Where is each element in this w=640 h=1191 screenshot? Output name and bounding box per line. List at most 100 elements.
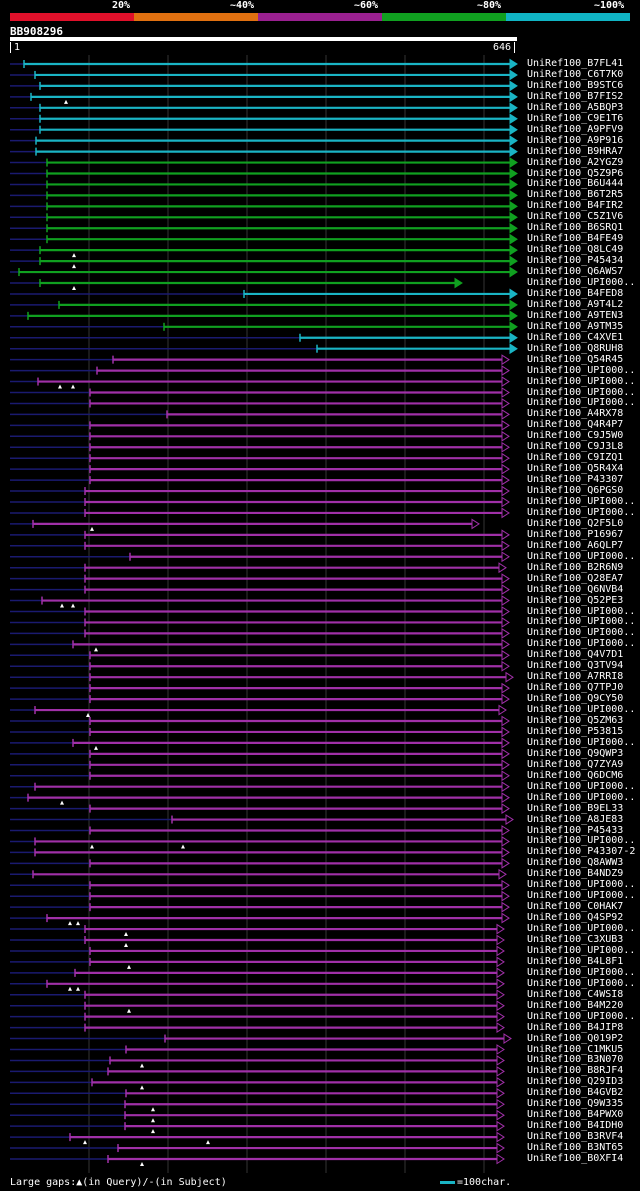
- hit-label[interactable]: UniRef100_B2R6N9: [527, 561, 624, 573]
- hit-label[interactable]: UniRef100_UPI000..: [527, 923, 636, 935]
- hit-label[interactable]: UniRef100_A7RRI8: [527, 671, 624, 683]
- hit-label[interactable]: UniRef100_P16967: [527, 528, 624, 540]
- hit-label[interactable]: UniRef100_B0XFI4: [527, 1153, 624, 1164]
- hit-label[interactable]: UniRef100_UPI000..: [527, 944, 636, 956]
- hit-label[interactable]: UniRef100_C0HAK7: [527, 901, 624, 913]
- hit-label[interactable]: UniRef100_B6SRQ1: [527, 222, 624, 234]
- hit-label[interactable]: UniRef100_C9IZQ1: [527, 452, 624, 464]
- hit-label[interactable]: UniRef100_C1MKU5: [527, 1043, 624, 1055]
- hit-label[interactable]: UniRef100_Q6PGS0: [527, 485, 624, 497]
- hit-label[interactable]: UniRef100_A9TM35: [527, 320, 624, 332]
- hit-label[interactable]: UniRef100_B4FIR2: [527, 200, 624, 212]
- hit-label[interactable]: UniRef100_P45434: [527, 255, 624, 267]
- hit-label[interactable]: UniRef100_UPI000..: [527, 977, 636, 989]
- hit-label[interactable]: UniRef100_B3RVF4: [527, 1131, 624, 1143]
- hit-label[interactable]: UniRef100_Q29ID3: [527, 1076, 624, 1088]
- hit-label[interactable]: UniRef100_P45433: [527, 824, 624, 836]
- hit-label[interactable]: UniRef100_UPI000..: [527, 791, 636, 803]
- hit-label[interactable]: UniRef100_B9EL33: [527, 802, 624, 814]
- hit-label[interactable]: UniRef100_B6U444: [527, 178, 624, 190]
- hit-label[interactable]: UniRef100_A5BQP3: [527, 101, 624, 113]
- hit-label[interactable]: UniRef100_B4IDH0: [527, 1120, 624, 1132]
- hit-label[interactable]: UniRef100_Q8RUH8: [527, 342, 624, 354]
- hit-label[interactable]: UniRef100_UPI000..: [527, 616, 636, 628]
- hit-label[interactable]: UniRef100_B6T2R5: [527, 189, 624, 201]
- hit-label[interactable]: UniRef100_B4M220: [527, 999, 624, 1011]
- hit-label[interactable]: UniRef100_C4XVE1: [527, 331, 624, 343]
- hit-label[interactable]: UniRef100_P43307: [527, 474, 624, 486]
- hit-label[interactable]: UniRef100_C5Z1V6: [527, 211, 624, 223]
- hit-label[interactable]: UniRef100_Q52PE3: [527, 594, 624, 606]
- hit-label[interactable]: UniRef100_UPI000..: [527, 966, 636, 978]
- hit-label[interactable]: UniRef100_Q9CY50: [527, 693, 624, 705]
- hit-label[interactable]: UniRef100_P43307-2: [527, 846, 636, 858]
- hit-label[interactable]: UniRef100_UPI000..: [527, 550, 636, 562]
- hit-label[interactable]: UniRef100_UPI000..: [527, 375, 636, 387]
- hit-label[interactable]: UniRef100_C9J5W0: [527, 430, 624, 442]
- hit-label[interactable]: UniRef100_Q8AWW3: [527, 857, 624, 869]
- hit-label[interactable]: UniRef100_B4PWX0: [527, 1109, 624, 1121]
- hit-label[interactable]: UniRef100_UPI000..: [527, 835, 636, 847]
- hit-label[interactable]: UniRef100_B3NT65: [527, 1142, 624, 1154]
- hit-label[interactable]: UniRef100_A6QLP7: [527, 539, 624, 551]
- hit-label[interactable]: UniRef100_Q5ZM63: [527, 715, 624, 726]
- hit-label[interactable]: UniRef100_Q7TPJ0: [527, 682, 624, 694]
- hit-label[interactable]: UniRef100_Q9QWP3: [527, 747, 624, 759]
- hit-label[interactable]: UniRef100_UPI000..: [527, 605, 636, 617]
- hit-label[interactable]: UniRef100_C9J3L8: [527, 441, 624, 453]
- hit-label[interactable]: UniRef100_Q5R4X4: [527, 463, 624, 475]
- hit-label[interactable]: UniRef100_B4FED8: [527, 287, 624, 299]
- hit-label[interactable]: UniRef100_UPI000..: [527, 397, 636, 409]
- hit-label[interactable]: UniRef100_Q28EA7: [527, 572, 624, 584]
- hit-label[interactable]: UniRef100_A8JE83: [527, 813, 624, 825]
- hit-label[interactable]: UniRef100_Q4V7D1: [527, 649, 624, 661]
- hit-label[interactable]: UniRef100_Q2F5L0: [527, 517, 624, 529]
- hit-label[interactable]: UniRef100_B4FE49: [527, 233, 624, 245]
- hit-label[interactable]: UniRef100_C3XUB3: [527, 934, 624, 945]
- hit-label[interactable]: UniRef100_A9P916: [527, 134, 624, 146]
- hit-label[interactable]: UniRef100_Q6DCM6: [527, 769, 624, 781]
- hit-label[interactable]: UniRef100_C6T7K0: [527, 68, 624, 80]
- hit-label[interactable]: UniRef100_Q6NVB4: [527, 583, 624, 595]
- hit-label[interactable]: UniRef100_C4WSI8: [527, 988, 624, 1000]
- hit-label[interactable]: UniRef100_UPI000..: [527, 890, 636, 902]
- hit-label[interactable]: UniRef100_UPI000..: [527, 736, 636, 748]
- hit-label[interactable]: UniRef100_UPI000..: [527, 506, 636, 518]
- hit-label[interactable]: UniRef100_B7FIS2: [527, 90, 624, 102]
- hit-label[interactable]: UniRef100_B4NDZ9: [527, 868, 624, 880]
- hit-label[interactable]: UniRef100_Q7ZYA9: [527, 758, 624, 770]
- hit-label[interactable]: UniRef100_UPI000..: [527, 780, 636, 792]
- hit-label[interactable]: UniRef100_B9HRA7: [527, 145, 624, 157]
- hit-label[interactable]: UniRef100_UPI000..: [527, 386, 636, 398]
- hit-label[interactable]: UniRef100_C9E1T6: [527, 112, 624, 124]
- hit-label[interactable]: UniRef100_Q54R45: [527, 353, 624, 365]
- hit-label[interactable]: UniRef100_B4GVB2: [527, 1087, 624, 1099]
- hit-label[interactable]: UniRef100_Q4R4P7: [527, 419, 624, 431]
- hit-label[interactable]: UniRef100_B3N070: [527, 1054, 624, 1066]
- hit-label[interactable]: UniRef100_Q6AWS7: [527, 266, 624, 278]
- hit-label[interactable]: UniRef100_UPI000..: [527, 627, 636, 639]
- hit-label[interactable]: UniRef100_B9STC6: [527, 79, 624, 91]
- hit-label[interactable]: UniRef100_UPI000..: [527, 1010, 636, 1022]
- hit-label[interactable]: UniRef100_A4RX78: [527, 408, 624, 420]
- hit-label[interactable]: UniRef100_Q9W335: [527, 1098, 624, 1110]
- hit-label[interactable]: UniRef100_A9T4L2: [527, 298, 624, 310]
- hit-label[interactable]: UniRef100_UPI000..: [527, 364, 636, 376]
- hit-label[interactable]: UniRef100_B8RJF4: [527, 1065, 624, 1077]
- hit-label[interactable]: UniRef100_Q4SP92: [527, 912, 624, 924]
- hit-label[interactable]: UniRef100_UPI000..: [527, 704, 636, 716]
- hit-label[interactable]: UniRef100_A2YGZ9: [527, 156, 624, 168]
- hit-label[interactable]: UniRef100_UPI000..: [527, 277, 636, 288]
- hit-label[interactable]: UniRef100_Q5Z9P6: [527, 167, 624, 179]
- hit-label[interactable]: UniRef100_A9TEN3: [527, 309, 624, 321]
- hit-label[interactable]: UniRef100_A9PFV9: [527, 123, 624, 135]
- hit-label[interactable]: UniRef100_B4L8F1: [527, 955, 624, 967]
- hit-label[interactable]: UniRef100_B7FL41: [527, 58, 624, 69]
- hit-label[interactable]: UniRef100_UPI000..: [527, 496, 636, 507]
- hit-label[interactable]: UniRef100_Q8LC49: [527, 244, 624, 256]
- hit-label[interactable]: UniRef100_P53815: [527, 725, 624, 737]
- hit-label[interactable]: UniRef100_Q3TV94: [527, 660, 624, 672]
- hit-label[interactable]: UniRef100_B4JIP8: [527, 1021, 624, 1033]
- hit-label[interactable]: UniRef100_Q019P2: [527, 1032, 624, 1044]
- hit-label[interactable]: UniRef100_UPI000..: [527, 879, 636, 891]
